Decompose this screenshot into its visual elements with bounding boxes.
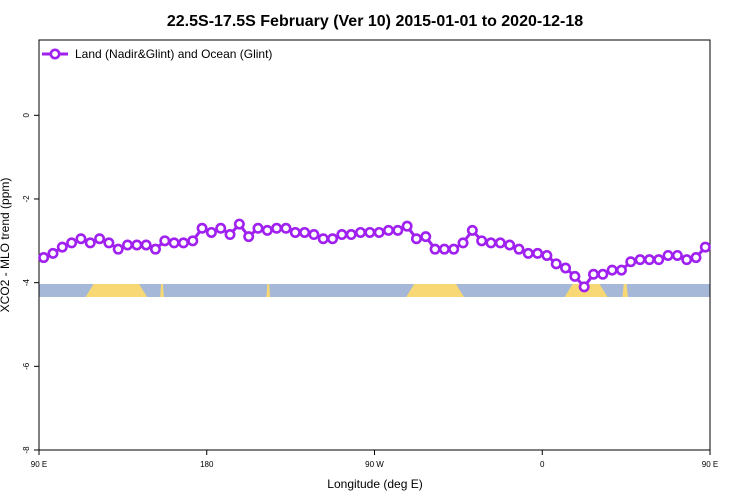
data-point <box>662 249 674 261</box>
y-axis: 0 -2 -4 -6 -8 <box>22 113 39 454</box>
data-point <box>485 237 497 249</box>
data-point <box>699 241 711 253</box>
data-point <box>438 243 450 255</box>
data-point <box>532 247 544 259</box>
data-point <box>373 226 385 238</box>
x-tick-label: 90 E <box>31 460 47 469</box>
x-tick-label: 90 E <box>702 460 718 469</box>
land-band <box>622 284 628 297</box>
data-point <box>671 249 683 261</box>
data-point <box>112 243 124 255</box>
data-point <box>690 252 702 264</box>
y-tick-label: -6 <box>22 362 31 370</box>
legend-marker <box>49 48 61 60</box>
data-point <box>429 243 441 255</box>
data-point <box>75 233 87 245</box>
data-point <box>606 264 618 276</box>
data-point <box>588 268 600 280</box>
data-point <box>345 229 357 241</box>
data-point <box>131 239 143 251</box>
data-point <box>252 222 264 234</box>
data-point <box>466 224 478 236</box>
data-point <box>38 252 50 264</box>
data-point <box>224 229 236 241</box>
data-point <box>476 235 488 247</box>
data-point <box>168 237 180 249</box>
x-tick-label: 0 <box>540 460 545 469</box>
data-point <box>504 239 516 251</box>
data-point <box>140 239 152 251</box>
data-point <box>289 226 301 238</box>
data-point <box>420 231 432 243</box>
legend-entry: Land (Nadir&Glint) and Ocean (Glint) <box>75 47 272 61</box>
data-point <box>261 224 273 236</box>
data-point <box>625 256 637 268</box>
y-tick-label: 0 <box>22 113 31 118</box>
data-point <box>215 222 227 234</box>
data-point <box>103 237 115 249</box>
data-point <box>205 226 217 238</box>
x-axis-label: Longitude (deg E) <box>327 477 422 491</box>
data-point <box>569 270 581 282</box>
data-point <box>457 237 469 249</box>
legend: Land (Nadir&Glint) and Ocean (Glint) <box>42 47 272 61</box>
data-point <box>299 226 311 238</box>
data-point <box>355 226 367 238</box>
data-point <box>233 218 245 230</box>
x-axis: 90 E 180 90 W 0 90 E <box>31 450 718 469</box>
data-point <box>560 262 572 274</box>
data-point <box>513 243 525 255</box>
y-tick-label: -2 <box>22 195 31 203</box>
data-point <box>615 264 627 276</box>
y-tick-label: -4 <box>22 279 31 287</box>
land-band <box>160 284 164 297</box>
data-point <box>541 249 553 261</box>
data-point <box>56 241 68 253</box>
data-point <box>243 231 255 243</box>
data-point <box>410 233 422 245</box>
data-point <box>271 222 283 234</box>
data-point <box>177 237 189 249</box>
y-axis-label: XCO2 - MLO trend (ppm) <box>0 178 12 313</box>
y-tick-label: -8 <box>22 446 31 454</box>
data-point <box>196 222 208 234</box>
data-point <box>597 268 609 280</box>
data-point <box>653 254 665 266</box>
data-point <box>149 243 161 255</box>
data-point <box>327 233 339 245</box>
data-point <box>643 254 655 266</box>
data-point <box>522 247 534 259</box>
land-band <box>406 284 464 297</box>
data-point <box>401 220 413 232</box>
x-tick-label: 180 <box>200 460 214 469</box>
data-point <box>187 235 199 247</box>
data-point <box>66 237 78 249</box>
data-point <box>94 233 106 245</box>
land-band <box>85 284 148 297</box>
ocean-band <box>39 284 710 297</box>
land-band <box>266 284 271 297</box>
data-point <box>336 229 348 241</box>
data-point <box>47 247 59 259</box>
data-point <box>578 281 590 293</box>
data-point <box>159 235 171 247</box>
data-point <box>392 224 404 236</box>
surface-band <box>39 284 710 297</box>
data-point <box>280 222 292 234</box>
series-layer <box>38 218 711 293</box>
chart-title: 22.5S-17.5S February (Ver 10) 2015-01-01… <box>167 13 583 30</box>
data-point <box>494 237 506 249</box>
data-point <box>84 237 96 249</box>
data-point <box>448 243 460 255</box>
data-point <box>550 258 562 270</box>
data-point <box>122 239 134 251</box>
data-point <box>681 254 693 266</box>
x-tick-label: 90 W <box>365 460 384 469</box>
data-point <box>382 224 394 236</box>
data-point <box>308 229 320 241</box>
data-point <box>317 233 329 245</box>
data-point <box>364 226 376 238</box>
data-point <box>634 254 646 266</box>
